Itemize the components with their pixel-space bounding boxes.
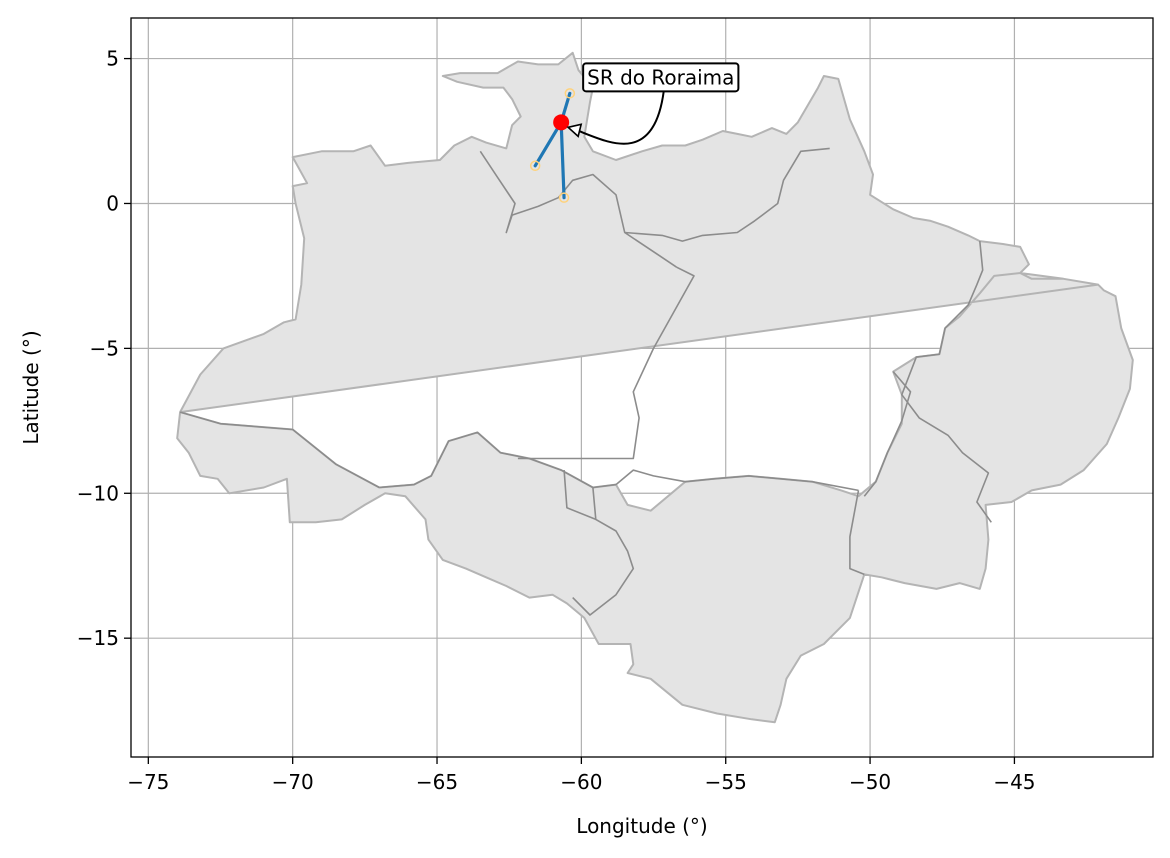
x-tick-label: −60: [560, 770, 602, 794]
state-border: [624, 147, 830, 242]
plot-frame: [130, 17, 1154, 758]
station-link: [559, 120, 566, 200]
link-endpoint: [564, 88, 576, 99]
x-axis-ticks: −75 −70 −65 −60 −55 −50 −45: [127, 757, 1036, 794]
x-axis-label: Longitude (°): [576, 814, 707, 838]
state-border: [572, 487, 635, 616]
y-tick-label: −10: [77, 481, 119, 505]
annotation-arrowhead: [566, 123, 583, 138]
state-border: [517, 266, 695, 460]
x-tick-label: −70: [272, 770, 314, 794]
x-tick-label: −50: [849, 770, 891, 794]
y-tick-label: −15: [77, 626, 119, 650]
land-region: [176, 51, 1134, 724]
x-tick-label: −75: [127, 770, 169, 794]
state-border: [379, 431, 617, 489]
y-tick-label: 0: [106, 191, 119, 215]
station-layer: [553, 114, 570, 131]
state-border: [615, 469, 859, 492]
state-border: [563, 470, 597, 521]
station-marker: [553, 114, 570, 131]
annotation-text: SR do Roraima: [587, 65, 734, 89]
link-endpoint: [558, 192, 570, 203]
x-tick-label: −55: [705, 770, 747, 794]
station-link: [533, 120, 563, 168]
annotation: SR do Roraima: [566, 62, 740, 145]
y-tick-label: 5: [106, 47, 119, 71]
x-tick-label: −45: [993, 770, 1035, 794]
annotation-box: [582, 62, 740, 93]
state-border: [944, 241, 984, 329]
state-border: [849, 490, 865, 576]
annotation-arrow: [576, 91, 665, 145]
y-axis-label: Latitude (°): [19, 330, 43, 444]
y-axis-ticks: 5 0 −5 −10 −15: [77, 47, 131, 650]
y-tick-label: −5: [90, 336, 119, 360]
state-borders: [179, 147, 992, 616]
land-polygon: [176, 51, 1134, 724]
state-border: [863, 371, 912, 497]
x-tick-label: −65: [416, 770, 458, 794]
state-border: [179, 411, 380, 489]
state-border: [900, 327, 992, 523]
link-endpoint: [529, 160, 541, 172]
